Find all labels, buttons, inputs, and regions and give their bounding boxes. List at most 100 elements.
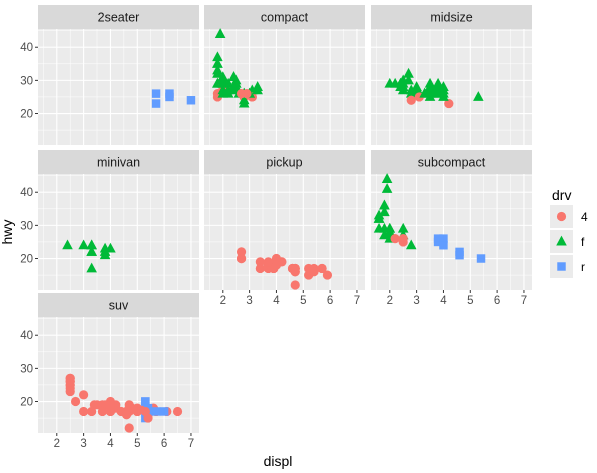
facet-panel-suv: suv 20 30 40 2 3 4 5 6 7 xyxy=(20,293,199,450)
data-point xyxy=(105,242,116,253)
data-point xyxy=(406,95,416,105)
facet-strip-label: pickup xyxy=(266,156,302,170)
legend-label: f xyxy=(581,235,585,249)
y-tick-label: 30 xyxy=(20,363,33,375)
facet-panel-2seater: 2seater 20 30 40 xyxy=(20,5,199,145)
legend-entry-r: r xyxy=(550,255,585,278)
y-tick-label: 40 xyxy=(20,42,33,54)
data-point xyxy=(438,84,449,95)
data-point xyxy=(473,91,484,101)
data-point xyxy=(132,406,142,417)
y-tick-label: 30 xyxy=(20,75,33,87)
x-tick-label: 6 xyxy=(494,295,500,307)
legend-label: 4 xyxy=(581,210,588,224)
x-tick-label: 7 xyxy=(521,295,527,307)
data-point xyxy=(306,267,316,277)
y-tick-label: 30 xyxy=(20,220,33,232)
data-point xyxy=(217,84,229,95)
facet-panel-subcompact: subcompact 2 3 4 5 6 7 xyxy=(371,150,532,307)
data-point xyxy=(186,96,196,105)
data-point xyxy=(172,406,183,417)
data-point xyxy=(86,246,97,256)
x-tick-label: 7 xyxy=(354,295,360,307)
data-point xyxy=(62,239,73,250)
y-tick-label: 20 xyxy=(20,254,33,266)
data-point xyxy=(78,239,89,250)
data-point xyxy=(411,81,422,91)
facet-panel-pickup: pickup 2 3 4 5 6 7 xyxy=(204,150,365,307)
data-point xyxy=(405,84,417,95)
plot-panel-background xyxy=(38,317,199,433)
legend-key-square xyxy=(557,262,566,271)
data-point xyxy=(384,77,396,88)
facet-strip xyxy=(204,5,365,29)
data-point xyxy=(322,270,333,280)
y-tick-label: 20 xyxy=(20,397,33,409)
data-point xyxy=(121,410,132,420)
data-point xyxy=(381,173,393,183)
facet-strip xyxy=(371,150,532,174)
legend: drv 4 fr xyxy=(550,187,588,278)
facet-strip xyxy=(371,5,532,29)
plot-panel-background xyxy=(38,174,199,290)
x-tick-label: 5 xyxy=(134,438,140,450)
x-tick-label: 2 xyxy=(220,295,226,307)
data-point xyxy=(228,81,239,91)
data-point xyxy=(290,263,300,274)
facet-panels: 2seater 20 30 40 compact midsize minivan 20 30 40… xyxy=(20,5,532,450)
data-point xyxy=(439,241,448,250)
legend-entry-4: 4 xyxy=(550,205,588,228)
x-tick-label: 5 xyxy=(300,295,306,307)
data-point xyxy=(379,229,390,240)
facet-panel-minivan: minivan 20 30 40 xyxy=(20,150,199,290)
data-point xyxy=(433,237,443,247)
plot-panel-background xyxy=(38,29,199,145)
data-point xyxy=(419,87,430,98)
x-axis-title: displ xyxy=(264,453,293,469)
data-point xyxy=(444,98,454,109)
data-point xyxy=(99,249,111,260)
data-point xyxy=(86,239,97,250)
data-point xyxy=(212,57,223,68)
data-point xyxy=(405,239,417,250)
data-point xyxy=(424,91,436,101)
facet-strip xyxy=(38,150,199,174)
facet-strip-label: suv xyxy=(109,299,129,313)
data-point xyxy=(236,89,247,99)
data-point xyxy=(255,257,265,267)
x-tick-label: 4 xyxy=(107,438,114,450)
facet-strip-label: compact xyxy=(261,11,309,25)
data-point xyxy=(438,91,449,101)
data-point xyxy=(217,74,229,85)
data-point xyxy=(212,51,223,62)
data-point xyxy=(373,212,385,223)
y-tick-label: 40 xyxy=(20,330,33,342)
facet-strip xyxy=(204,150,365,174)
data-point xyxy=(97,406,107,417)
facet-strip-label: subcompact xyxy=(418,156,486,170)
data-point xyxy=(476,254,486,263)
data-point xyxy=(271,260,282,270)
data-point xyxy=(432,87,444,98)
data-point xyxy=(79,390,89,400)
legend-key-circle xyxy=(556,211,567,222)
legend-label: r xyxy=(581,260,585,274)
legend-keys: 4 fr xyxy=(550,205,588,278)
legend-key-triangle xyxy=(556,235,567,246)
data-point xyxy=(228,71,239,82)
data-point xyxy=(151,89,161,98)
data-point xyxy=(455,247,464,257)
data-point xyxy=(255,263,265,274)
data-point xyxy=(159,407,169,416)
x-tick-label: 3 xyxy=(246,295,252,307)
data-point xyxy=(140,406,150,417)
data-point xyxy=(397,84,409,95)
data-point xyxy=(403,67,414,78)
data-point xyxy=(141,397,150,406)
x-tick-label: 2 xyxy=(387,295,393,307)
data-point xyxy=(236,253,247,264)
facet-panel-compact: compact xyxy=(204,5,365,145)
data-point xyxy=(397,222,409,233)
data-point xyxy=(379,199,390,210)
